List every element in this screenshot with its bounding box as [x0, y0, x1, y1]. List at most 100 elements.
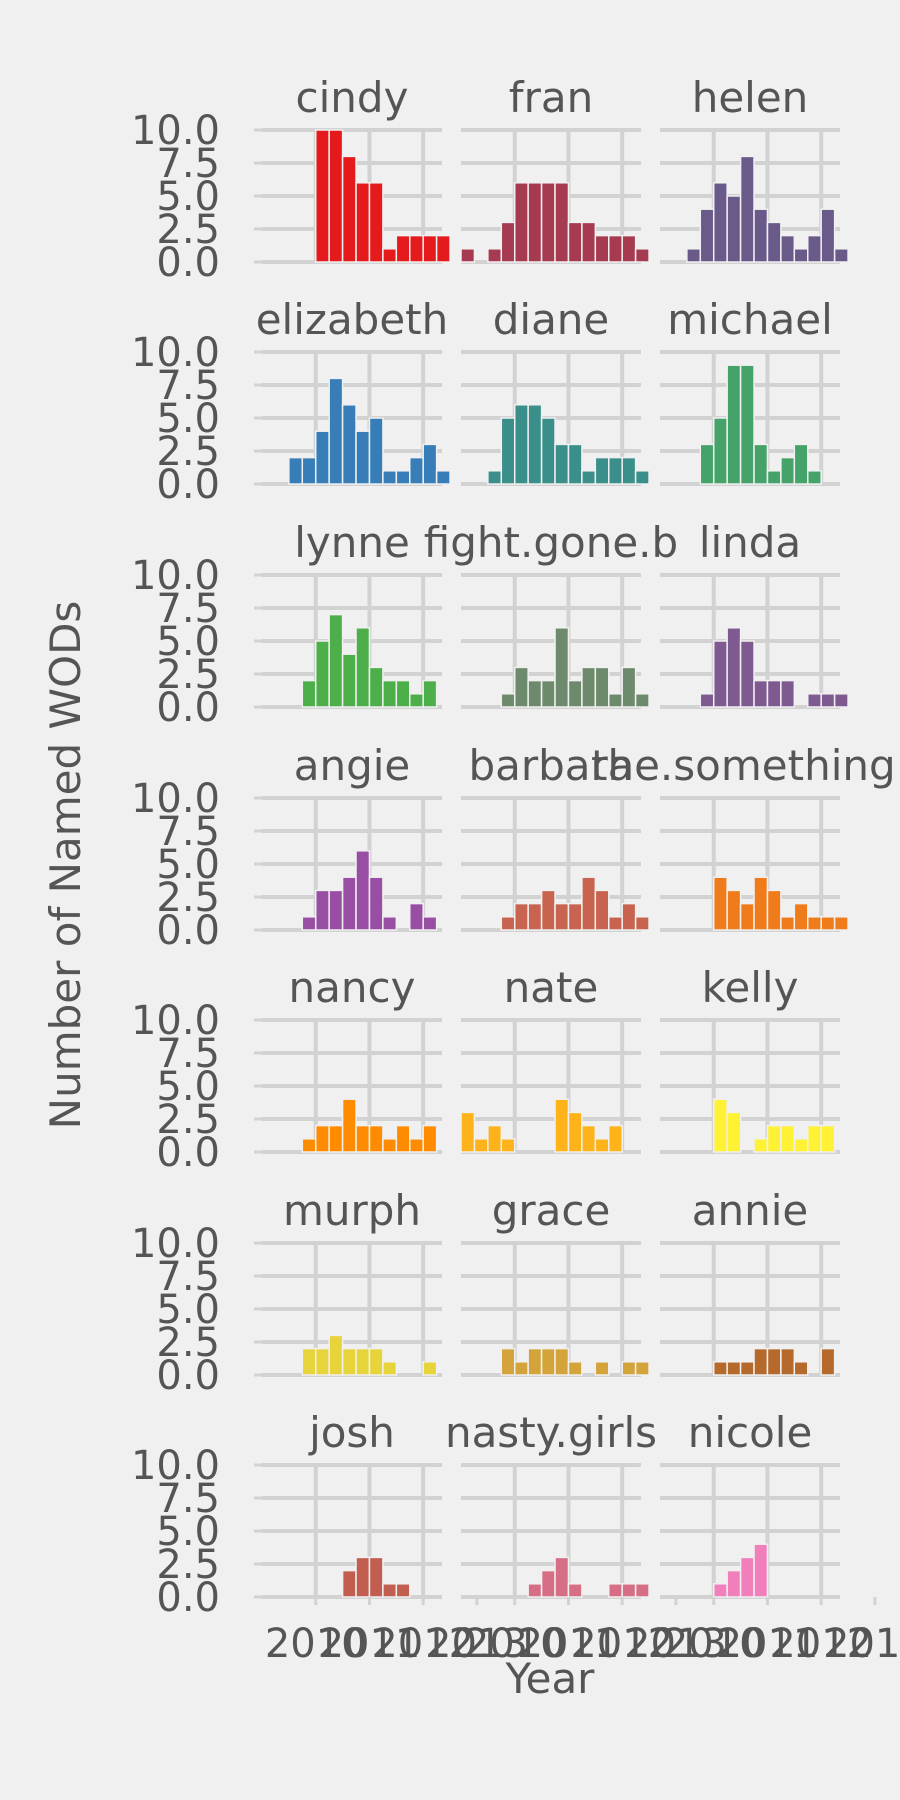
bar-nate	[473, 1138, 489, 1153]
bar-fran	[500, 221, 516, 263]
bar-murph	[382, 1361, 398, 1376]
bar-kelly	[712, 1098, 728, 1153]
bar-fight.gone.b	[567, 679, 583, 708]
bar-nancy	[395, 1124, 411, 1153]
bar-linda	[726, 627, 742, 708]
bar-diane	[527, 404, 543, 485]
bar-linda	[807, 693, 822, 708]
bar-diane	[487, 470, 503, 485]
bar-nicole	[726, 1569, 742, 1598]
y-tick-label: 5.0	[156, 396, 220, 442]
bar-michael	[753, 443, 769, 485]
bar-cindy	[355, 182, 371, 263]
x-tick-label: 2012	[770, 1621, 872, 1667]
bar-fight.gone.b	[540, 679, 556, 708]
bar-josh	[395, 1583, 411, 1598]
bar-kelly	[753, 1138, 769, 1153]
bar-elizabeth	[422, 443, 438, 485]
facet-panel-annie: annie	[660, 1186, 840, 1377]
bar-barbara	[621, 902, 637, 931]
bar-nasty.girls	[540, 1569, 556, 1598]
facet-panel-the.something.: the.something.	[591, 741, 900, 932]
bar-angie	[422, 916, 438, 931]
bar-elizabeth	[355, 430, 371, 485]
bar-fight.gone.b	[513, 666, 529, 708]
bar-angie	[368, 876, 384, 931]
facet-title: barbara	[468, 741, 633, 790]
bar-diane	[500, 417, 516, 485]
bar-diane	[513, 404, 529, 485]
bar-fight.gone.b	[581, 666, 597, 708]
bar-elizabeth	[301, 456, 317, 485]
bar-josh	[382, 1583, 398, 1598]
y-axis-title: Number of Named WODs	[41, 601, 90, 1130]
bar-angie	[341, 876, 357, 931]
bar-murph	[355, 1347, 371, 1376]
bar-barbara	[540, 889, 556, 931]
bar-fran	[567, 221, 583, 263]
bar-fight.gone.b	[621, 666, 637, 708]
bar-grace	[554, 1347, 570, 1376]
facet-panel-kelly: kelly	[660, 963, 840, 1154]
y-tick-label: 2.5	[156, 652, 220, 698]
bar-helen	[753, 208, 769, 263]
facet-title: nicole	[688, 1408, 813, 1457]
bar-lynne	[382, 679, 398, 708]
y-tick-label: 5.0	[156, 1509, 220, 1555]
bar-fight.gone.b	[608, 693, 623, 708]
bar-murph	[301, 1347, 317, 1376]
y-tick-label: 0.0	[156, 462, 220, 508]
y-tick-label: 5.0	[156, 1064, 220, 1110]
bar-linda	[712, 640, 728, 708]
bar-linda	[699, 693, 715, 708]
y-tick-label: 10.0	[131, 1443, 220, 1489]
bar-nasty.girls	[554, 1556, 570, 1598]
bar-cindy	[368, 182, 384, 263]
y-tick-label: 2.5	[156, 1097, 220, 1143]
bar-fran	[487, 248, 503, 263]
bar-helen	[833, 248, 849, 263]
bar-nicole	[712, 1583, 728, 1598]
bar-murph	[328, 1334, 344, 1376]
bar-elizabeth	[288, 456, 304, 485]
y-tick-label: 7.5	[156, 1254, 220, 1300]
bar-the.something.	[833, 916, 849, 931]
facet-panel-elizabeth: elizabeth 0.02.55.07.510.0	[131, 295, 451, 508]
bar-angie	[301, 916, 317, 931]
bar-angie	[355, 850, 371, 931]
facet-panel-murph: murph 0.02.55.07.510.0	[131, 1186, 442, 1399]
bar-nate	[487, 1124, 503, 1153]
x-tick-label: 2010	[464, 1621, 566, 1667]
bar-barbara	[513, 902, 529, 931]
bar-nancy	[328, 1124, 344, 1153]
bar-lynne	[395, 679, 411, 708]
bar-grace	[540, 1347, 556, 1376]
bar-nate	[581, 1124, 597, 1153]
y-tick-label: 0.0	[156, 1130, 220, 1176]
bar-nancy	[355, 1124, 371, 1153]
y-tick-label: 7.5	[156, 141, 220, 187]
bar-fran	[634, 248, 650, 263]
bar-lynne	[301, 679, 317, 708]
facet-panel-nate: nate	[460, 963, 641, 1154]
y-tick-label: 2.5	[156, 1542, 220, 1588]
bar-fight.gone.b	[554, 627, 570, 708]
bar-helen	[699, 208, 715, 263]
bar-diane	[608, 456, 623, 485]
facet-title: cindy	[296, 73, 409, 122]
bar-cindy	[409, 234, 424, 263]
bar-fight.gone.b	[500, 693, 516, 708]
bar-lynne	[422, 679, 438, 708]
x-tick-label: 2012	[372, 1621, 474, 1667]
bar-grace	[513, 1361, 529, 1376]
bar-fran	[460, 248, 476, 263]
facet-title: elizabeth	[256, 295, 449, 344]
bar-fight.gone.b	[527, 679, 543, 708]
bar-grace	[567, 1361, 583, 1376]
bar-lynne	[409, 693, 424, 708]
y-tick-label: 7.5	[156, 1476, 220, 1522]
bar-michael	[699, 443, 715, 485]
bar-cindy	[422, 234, 438, 263]
bar-lynne	[328, 613, 344, 708]
bar-linda	[833, 693, 849, 708]
